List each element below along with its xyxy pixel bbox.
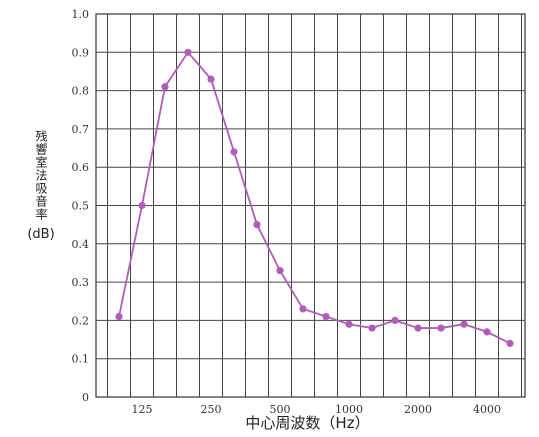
y-tick-label: 0 <box>82 391 89 404</box>
x-tick-label: 500 <box>270 403 291 416</box>
data-point <box>115 312 123 321</box>
y-tick-label: 0.3 <box>72 276 90 289</box>
data-point <box>391 316 399 324</box>
y-tick-label: 0.2 <box>72 314 90 327</box>
data-point <box>437 324 445 332</box>
data-point <box>230 148 238 156</box>
series-line <box>118 50 511 345</box>
data-point <box>414 324 422 332</box>
data-point <box>368 324 376 332</box>
y-tick-label: 0.8 <box>72 85 90 98</box>
y-tick-label: 0.4 <box>72 238 90 251</box>
data-point <box>138 201 146 210</box>
y-axis-label-group: 残響室法吸音率 (dB) <box>0 130 82 242</box>
data-point <box>253 221 261 229</box>
x-tick-label: 250 <box>201 403 222 416</box>
y-tick-label: 0.1 <box>72 353 90 366</box>
y-tick-label: 0.7 <box>72 123 90 136</box>
y-axis-label: 残響室法吸音率 <box>34 130 48 221</box>
grid <box>96 14 525 397</box>
x-tick-label: 125 <box>132 403 153 416</box>
data-point <box>345 320 353 328</box>
data-point <box>506 339 514 347</box>
x-axis-label: 中心周波数（Hz） <box>245 414 370 432</box>
y-axis-ticks: 0 0.1 0.2 0.3 0.4 0.5 0.6 0.7 0.8 0.9 1.0 <box>72 8 90 404</box>
data-point <box>276 267 284 275</box>
x-tick-label: 4000 <box>473 403 501 416</box>
y-tick-label: 1.0 <box>72 8 90 21</box>
x-tick-label: 1000 <box>335 403 363 416</box>
y-tick-label: 0.9 <box>72 46 90 59</box>
y-axis-unit: (dB) <box>27 227 55 242</box>
x-tick-label: 2000 <box>404 403 432 416</box>
data-point <box>161 83 169 91</box>
data-point <box>207 75 215 83</box>
data-point <box>322 312 330 321</box>
y-tick-label: 0.5 <box>72 200 90 213</box>
data-point <box>184 48 192 56</box>
data-point <box>460 320 468 328</box>
y-tick-label: 0.6 <box>72 161 90 174</box>
series-points <box>115 48 514 347</box>
data-point <box>483 328 491 336</box>
x-axis-ticks: 125 250 500 1000 2000 4000 <box>132 403 502 416</box>
data-point <box>299 305 307 313</box>
